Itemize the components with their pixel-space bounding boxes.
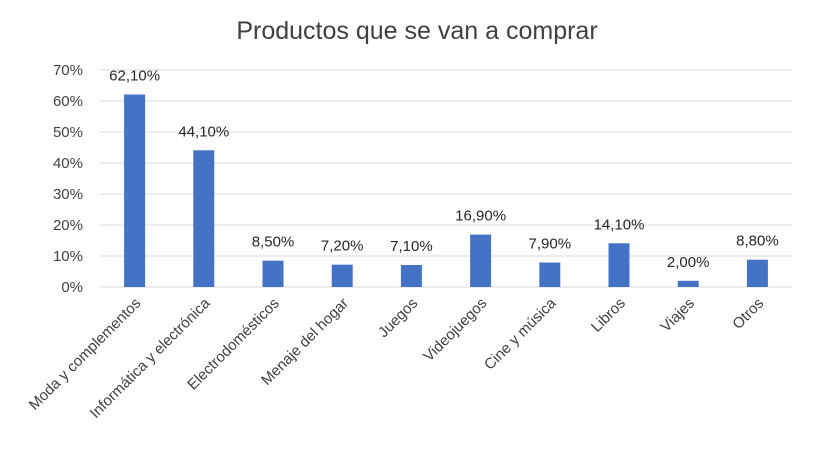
x-tick-label: Cine y música <box>481 294 560 373</box>
bar <box>677 280 699 287</box>
data-label: 7,90% <box>529 236 572 253</box>
y-tick-label: 50% <box>53 124 83 141</box>
data-label: 44,10% <box>178 123 229 140</box>
y-tick-label: 30% <box>53 186 83 203</box>
data-label: 8,80% <box>736 233 779 250</box>
bars <box>124 94 768 288</box>
data-label: 7,10% <box>390 238 433 255</box>
x-tick-label: Informática y electrónica <box>87 294 214 421</box>
y-tick-label: 40% <box>53 155 83 172</box>
gridlines <box>100 69 792 288</box>
data-label: 7,20% <box>321 238 364 255</box>
x-tick-label: Viajes <box>657 295 698 336</box>
data-label: 2,00% <box>667 254 710 271</box>
data-label: 62,10% <box>109 67 160 84</box>
y-tick-label: 70% <box>53 62 83 79</box>
y-tick-label: 10% <box>53 248 83 265</box>
bar <box>470 234 492 287</box>
y-axis-tick-labels: 0% 10% 20% 30% 40% 50% 60% 70% <box>53 62 83 296</box>
y-tick-label: 0% <box>61 279 83 296</box>
chart-title: Productos que se van a comprar <box>236 17 597 45</box>
x-tick-label: Libros <box>588 295 629 336</box>
bar <box>400 264 422 287</box>
x-tick-label: Otros <box>729 295 767 333</box>
y-tick-label: 20% <box>53 217 83 234</box>
bar <box>539 262 561 287</box>
bar <box>262 260 284 287</box>
x-tick-label: Videojuegos <box>420 295 490 365</box>
data-label: 14,10% <box>594 216 645 233</box>
data-label: 8,50% <box>252 234 295 251</box>
bar <box>124 94 146 288</box>
y-tick-label: 60% <box>53 93 83 110</box>
data-label: 16,90% <box>455 208 506 225</box>
x-tick-label: Juegos <box>375 295 421 341</box>
bar <box>331 264 353 287</box>
bar <box>746 259 768 287</box>
bar <box>193 150 215 287</box>
bar <box>608 243 630 287</box>
data-labels: 62,10% 44,10% 8,50% 7,20% 7,10% 16,90% 7,90% 14… <box>109 67 779 270</box>
x-tick-label: Moda y complementos <box>26 295 145 414</box>
